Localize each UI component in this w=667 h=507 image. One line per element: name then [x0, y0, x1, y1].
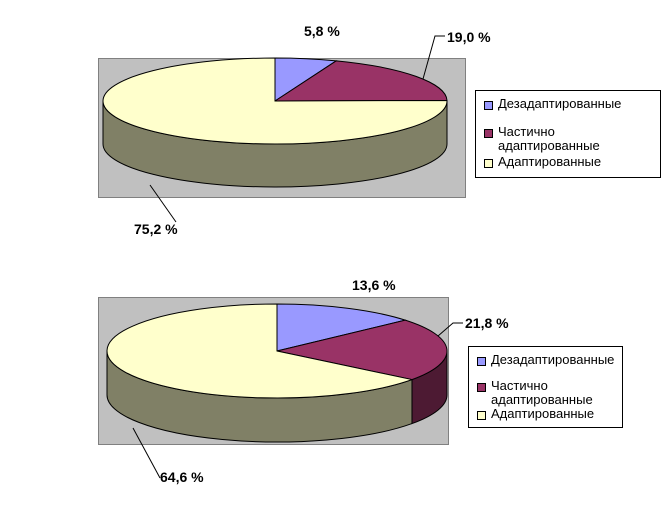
pie-slice-dezadapt [276, 303, 408, 352]
legend-label: Адаптированные [491, 406, 595, 421]
legend-item-adapt: Адаптированные [484, 155, 601, 169]
legend-swatch [477, 411, 486, 420]
legend-label: Дезадаптированные [498, 96, 622, 111]
legend-item-dezadapt: Дезадаптированные [477, 353, 614, 367]
legend-label: Дезадаптированные [491, 352, 615, 367]
pie-slice-partial [276, 319, 448, 381]
leader-line [132, 427, 161, 479]
leader-line [422, 35, 445, 80]
leader-line [437, 322, 463, 337]
legend-label: Частично адаптированные [491, 378, 593, 407]
legend-label: Частично адаптированные [498, 124, 600, 153]
data-label-partial: 21,8 % [465, 315, 509, 331]
legend-item-adapt: Адаптированные [477, 407, 594, 421]
data-label-dezadapt: 5,8 % [304, 23, 340, 39]
data-label-adapt: 75,2 % [134, 221, 178, 237]
chart-1-legend: Дезадаптированные Частично адаптированны… [475, 90, 661, 178]
legend-item-partial: Частично адаптированные [484, 125, 654, 153]
pie-slice-partial [273, 60, 448, 102]
legend-swatch [484, 159, 493, 168]
pie-slice-adapt [102, 57, 448, 145]
data-label-adapt: 64,6 % [160, 469, 204, 485]
legend-label: Адаптированные [498, 154, 602, 169]
leader-line [149, 184, 177, 223]
legend-swatch [477, 357, 486, 366]
pie-slice-adapt [106, 303, 414, 399]
legend-swatch [484, 101, 493, 110]
legend-swatch [477, 383, 486, 392]
legend-swatch [484, 129, 493, 138]
data-label-partial: 19,0 % [447, 29, 491, 45]
legend-item-dezadapt: Дезадаптированные [484, 97, 621, 111]
data-label-dezadapt: 13,6 % [352, 277, 396, 293]
chart-2-legend: Дезадаптированные Частично адаптированны… [468, 346, 623, 428]
legend-item-partial: Частично адаптированные [477, 379, 617, 407]
